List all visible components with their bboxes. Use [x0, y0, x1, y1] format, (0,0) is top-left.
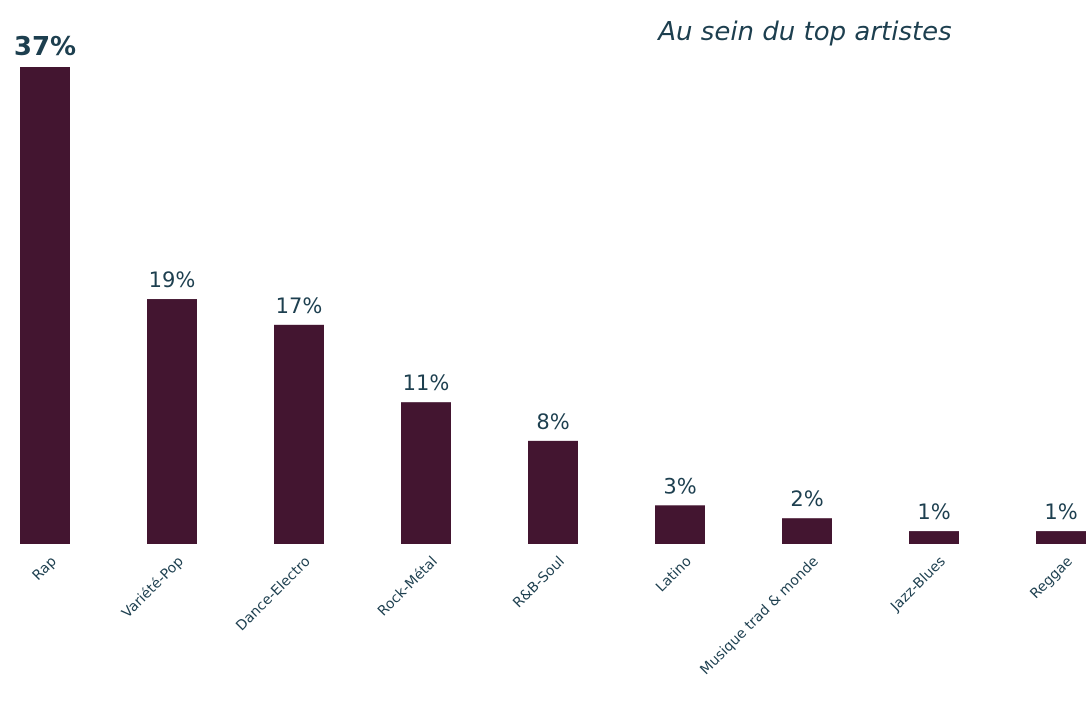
- x-tick-label: Reggae: [1027, 554, 1076, 603]
- chart-title: Au sein du top artistes: [656, 17, 951, 47]
- value-label: 8%: [536, 410, 569, 434]
- value-label: 11%: [403, 371, 450, 395]
- x-tick-label: Latino: [653, 554, 695, 596]
- x-tick-label: Variété-Pop: [119, 553, 187, 621]
- value-label: 2%: [790, 487, 823, 511]
- value-label: 1%: [917, 500, 950, 524]
- bar: [528, 440, 578, 544]
- bar: [782, 518, 832, 544]
- value-label: 17%: [276, 294, 323, 318]
- x-tick-label: R&B-Soul: [510, 554, 568, 612]
- bar: [655, 505, 705, 544]
- value-label: 1%: [1044, 500, 1077, 524]
- x-tick-label: Musique trad & monde: [697, 554, 822, 679]
- bar: [20, 67, 70, 544]
- value-label: 37%: [14, 32, 76, 62]
- value-label: 3%: [663, 474, 696, 498]
- bar: [274, 324, 324, 544]
- x-tick-label: Jazz-Blues: [887, 554, 949, 616]
- bar: [1036, 531, 1086, 544]
- value-label: 19%: [149, 268, 196, 292]
- x-tick-label: Rock-Métal: [375, 554, 441, 620]
- x-tick-label: Rap: [30, 553, 60, 583]
- bar: [401, 402, 451, 544]
- bar: [147, 299, 197, 544]
- bar: [909, 531, 959, 544]
- x-tick-label: Dance-Electro: [233, 554, 314, 635]
